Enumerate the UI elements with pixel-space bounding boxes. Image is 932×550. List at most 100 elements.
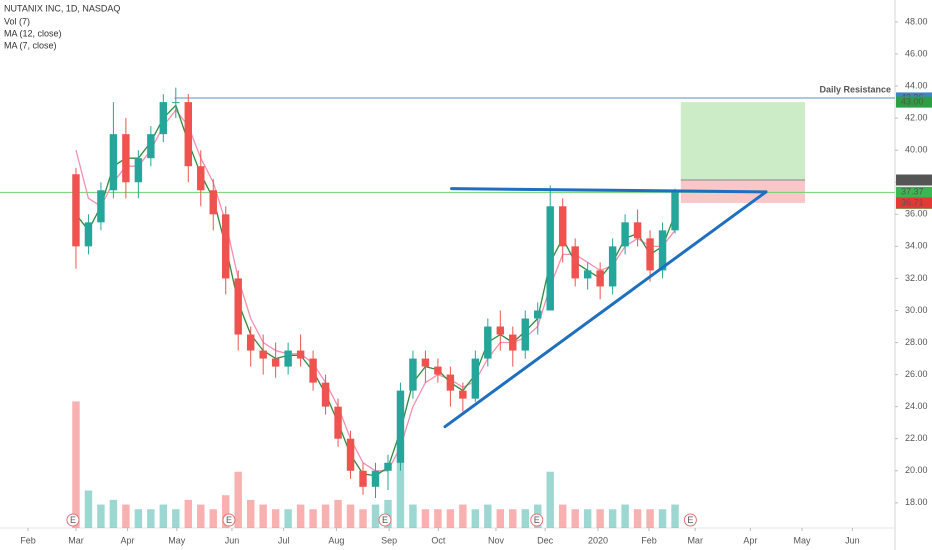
earnings-marker bbox=[66, 513, 80, 527]
volume-bar bbox=[284, 509, 292, 528]
candle-body bbox=[496, 326, 505, 335]
candle-body bbox=[484, 326, 492, 359]
volume-bar bbox=[621, 504, 629, 528]
earnings-label: E bbox=[226, 515, 232, 525]
candle-body bbox=[84, 222, 93, 247]
trendline bbox=[450, 187, 768, 194]
volume-bar bbox=[434, 509, 442, 528]
volume-bar bbox=[421, 509, 430, 528]
y-tick-label: 20.00 bbox=[905, 465, 928, 475]
volume-bar bbox=[359, 509, 367, 528]
candle-body bbox=[396, 390, 405, 463]
candle-body bbox=[633, 222, 642, 239]
volume-bar bbox=[446, 509, 455, 528]
candle-body bbox=[234, 278, 242, 335]
volume-bar bbox=[309, 509, 317, 528]
candle-body bbox=[172, 102, 180, 104]
candle-body bbox=[434, 366, 442, 375]
candle-body bbox=[608, 246, 617, 287]
y-tick-label: 28.00 bbox=[905, 337, 928, 347]
y-tick-label: 30.00 bbox=[905, 305, 928, 315]
candle-body bbox=[471, 358, 480, 399]
volume-bar bbox=[334, 499, 342, 528]
chart-title: NUTANIX INC, 1D, NASDAQ bbox=[4, 3, 120, 13]
candle-body bbox=[621, 222, 629, 247]
plot: Daily Resistance E E E E E bbox=[0, 84, 895, 528]
volume-bar bbox=[658, 509, 667, 528]
price-tag bbox=[896, 186, 932, 198]
indicator-label: MA (7, close) bbox=[4, 40, 57, 50]
volume-bar bbox=[184, 499, 193, 528]
candle-body bbox=[134, 158, 143, 183]
volume-bar bbox=[608, 509, 617, 528]
earnings-label: E bbox=[687, 515, 693, 525]
volume-bar bbox=[197, 504, 205, 528]
candle-body bbox=[384, 462, 392, 471]
volume-bar bbox=[509, 509, 517, 528]
earnings-label: E bbox=[70, 515, 76, 525]
candle-body bbox=[459, 390, 467, 399]
earnings-marker bbox=[683, 513, 697, 527]
candle-body bbox=[521, 318, 529, 351]
volume-bar bbox=[147, 509, 155, 528]
volume-bar bbox=[259, 504, 267, 528]
volume-bar bbox=[558, 504, 567, 528]
candle-body bbox=[122, 134, 130, 183]
price-tag bbox=[896, 197, 932, 209]
x-tick-label: Aug bbox=[328, 535, 344, 545]
volume-bar bbox=[122, 504, 130, 528]
volume-bar bbox=[134, 509, 143, 528]
trendline bbox=[443, 190, 768, 429]
volume-bar bbox=[159, 504, 168, 528]
volume-bar bbox=[234, 471, 242, 528]
candle-body bbox=[209, 190, 217, 215]
x-tick-label: Dec bbox=[537, 535, 554, 545]
volume-bar bbox=[271, 509, 280, 528]
volume-bar bbox=[172, 509, 180, 528]
candle-body bbox=[509, 334, 517, 351]
candle-body bbox=[296, 350, 305, 359]
candle-body bbox=[534, 310, 542, 319]
indicator-label: MA (12, close) bbox=[4, 28, 62, 38]
volume-bar bbox=[571, 509, 579, 528]
candle-body bbox=[371, 470, 380, 487]
candle-body bbox=[309, 358, 317, 383]
volume-bar bbox=[396, 462, 405, 528]
volume-bar bbox=[72, 401, 80, 528]
y-tick-label: 32.00 bbox=[905, 273, 928, 283]
price-tag-label: 37.37 bbox=[901, 187, 924, 197]
candle-body bbox=[321, 382, 330, 407]
volume-bar bbox=[484, 504, 492, 528]
x-tick-label: Jun bbox=[845, 535, 860, 545]
candle-body bbox=[346, 438, 355, 471]
x-tick-label: Mar bbox=[687, 535, 703, 545]
volume-bar bbox=[596, 509, 604, 528]
y-tick-label: 22.00 bbox=[905, 433, 928, 443]
earnings-label: E bbox=[382, 515, 388, 525]
volume-bar bbox=[384, 499, 392, 528]
volume-bar bbox=[459, 504, 467, 528]
volume-bar bbox=[209, 509, 217, 528]
x-tick-label: Jun bbox=[225, 535, 240, 545]
x-tick-label: Feb bbox=[641, 535, 657, 545]
candle-body bbox=[72, 174, 80, 247]
x-tick-label: May bbox=[168, 535, 186, 545]
candle-body bbox=[671, 191, 679, 231]
target-zone bbox=[680, 102, 805, 181]
price-tag-label: 36.71 bbox=[901, 197, 924, 207]
x-tick-label: 2020 bbox=[588, 535, 608, 545]
volume-bar bbox=[671, 504, 679, 528]
y-tick-label: 44.00 bbox=[905, 80, 928, 90]
candle-body bbox=[109, 134, 118, 191]
y-tick-label: 42.00 bbox=[905, 113, 928, 123]
x-tick-label: Oct bbox=[431, 535, 446, 545]
x-tick-label: Sep bbox=[381, 535, 397, 545]
candle-body bbox=[446, 374, 455, 391]
candle-body bbox=[246, 334, 255, 351]
y-tick-label: 48.00 bbox=[905, 16, 928, 26]
candle-body bbox=[546, 206, 554, 311]
candle-body bbox=[271, 358, 280, 367]
candle-body bbox=[646, 238, 654, 271]
